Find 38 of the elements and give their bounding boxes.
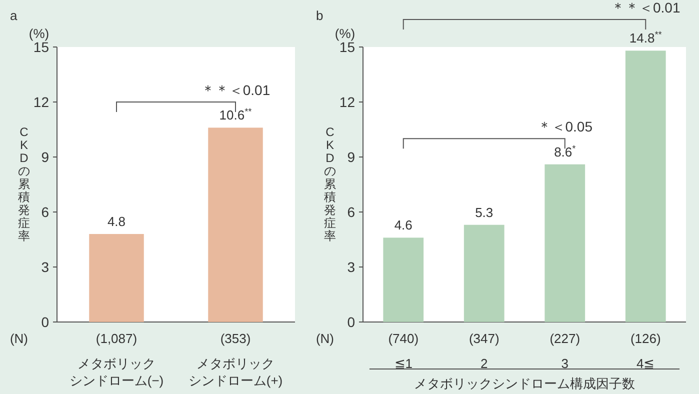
y-tick-label: 6: [347, 204, 356, 220]
text: ＊＊＜0.01: [611, 0, 680, 16]
chart-title: a: [10, 8, 18, 23]
data-label: 4.8: [107, 214, 126, 229]
annotation: ＊＊＜0.01: [200, 82, 270, 98]
y-tick-label: 9: [347, 149, 356, 165]
y-tick-label: 9: [41, 149, 50, 165]
y-tick-label: 6: [41, 204, 50, 220]
y-tick-label: 15: [339, 39, 356, 55]
text: (%): [334, 26, 356, 41]
y-tick-label: 15: [33, 39, 50, 55]
data-label: 8.6$^{*}$: [554, 143, 576, 160]
text: CKDの累積発症率: [324, 125, 336, 243]
data-label: 14.8$^{**}$: [629, 30, 662, 46]
data-label: 10.6$^{**}$: [219, 106, 252, 123]
x-tick-label: (1,087) メタボリックシンドローム(−): [69, 331, 164, 388]
chart-title: b: [316, 8, 324, 23]
y-tick-label: 0: [347, 314, 356, 330]
bar: [544, 164, 586, 322]
x-axis-title: メタボリックシンドローム構成因子数: [414, 376, 635, 391]
text: CKDの累積発症率: [18, 125, 30, 243]
y-tick-label: 12: [33, 94, 50, 110]
y-tick-label: 3: [347, 259, 356, 275]
bar: [625, 50, 666, 322]
y-tick-label: 12: [339, 94, 356, 110]
text: (%): [28, 26, 50, 41]
text: (N): [316, 331, 334, 346]
x-tick-label: (353) メタボリックシンドローム(+): [188, 331, 283, 388]
x-tick-label: (227) 3: [550, 331, 580, 371]
y-tick-label: 3: [41, 259, 50, 275]
bar: [383, 238, 424, 322]
data-label: 4.6: [394, 218, 412, 233]
y-tick-label: 0: [41, 314, 50, 330]
bar: [464, 224, 504, 322]
x-tick-label: (347) 2: [468, 331, 500, 371]
annotation: ＊＜0.05: [537, 118, 593, 135]
data-label: 5.3: [475, 204, 494, 220]
text: (N): [10, 331, 28, 346]
